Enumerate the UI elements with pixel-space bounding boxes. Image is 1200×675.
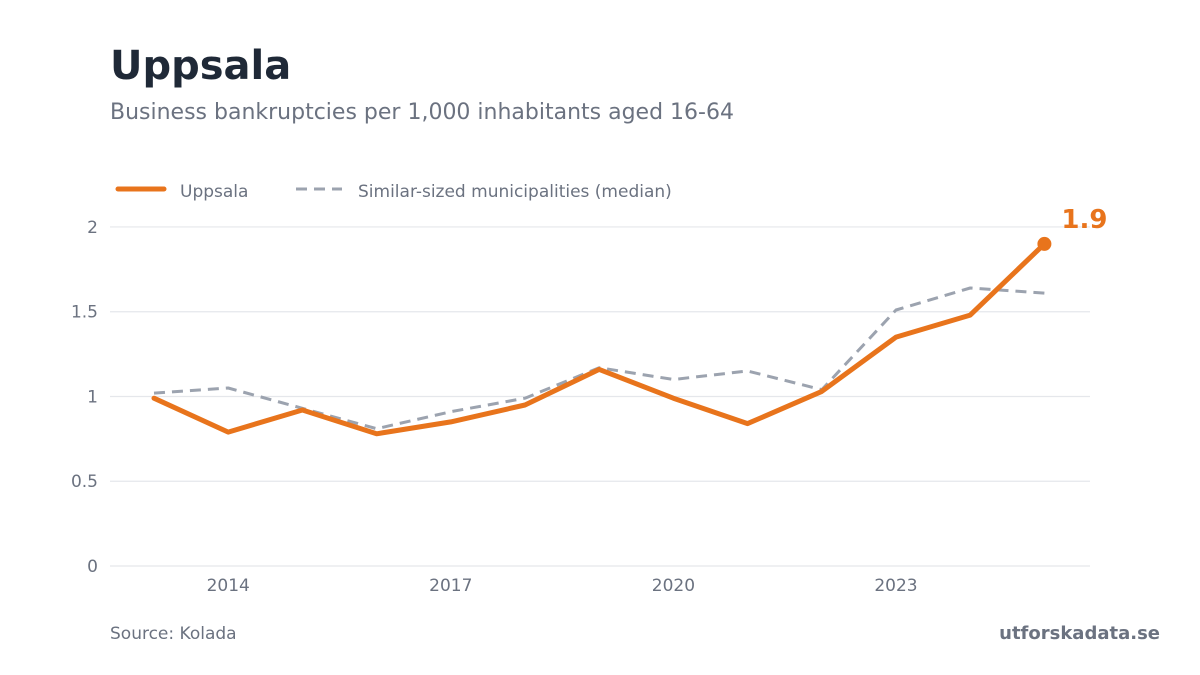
chart-subtitle: Business bankruptcies per 1,000 inhabita… — [110, 100, 734, 125]
legend: Uppsala Similar-sized municipalities (me… — [115, 182, 672, 202]
grid — [110, 226, 1090, 567]
chart-title: Uppsala — [110, 43, 292, 89]
x-tick-label: 2017 — [429, 576, 472, 596]
x-axis-ticks: 2014 2017 2020 2023 — [207, 576, 918, 596]
y-tick-label: 1 — [87, 387, 98, 407]
y-tick-label: 1.5 — [71, 303, 98, 323]
series-line-uppsala — [151, 241, 1047, 437]
x-tick-label: 2023 — [874, 576, 917, 596]
x-tick-label: 2020 — [652, 576, 695, 596]
y-tick-label: 0 — [87, 557, 98, 577]
y-axis-ticks: 0 0.5 1 1.5 2 — [71, 218, 98, 577]
y-tick-label: 0.5 — [71, 472, 98, 492]
end-point-marker — [1037, 236, 1052, 251]
end-markers: 1.9 — [1037, 205, 1107, 251]
series-line-median — [153, 286, 1045, 431]
legend-label-median: Similar-sized municipalities (median) — [358, 182, 672, 202]
series — [151, 241, 1047, 437]
y-tick-label: 2 — [87, 218, 98, 238]
x-tick-label: 2014 — [207, 576, 250, 596]
end-value-label: 1.9 — [1061, 205, 1107, 235]
source-note: Source: Kolada — [110, 624, 237, 644]
legend-label-uppsala: Uppsala — [180, 182, 248, 202]
brand-link[interactable]: utforskadata.se — [999, 623, 1160, 644]
